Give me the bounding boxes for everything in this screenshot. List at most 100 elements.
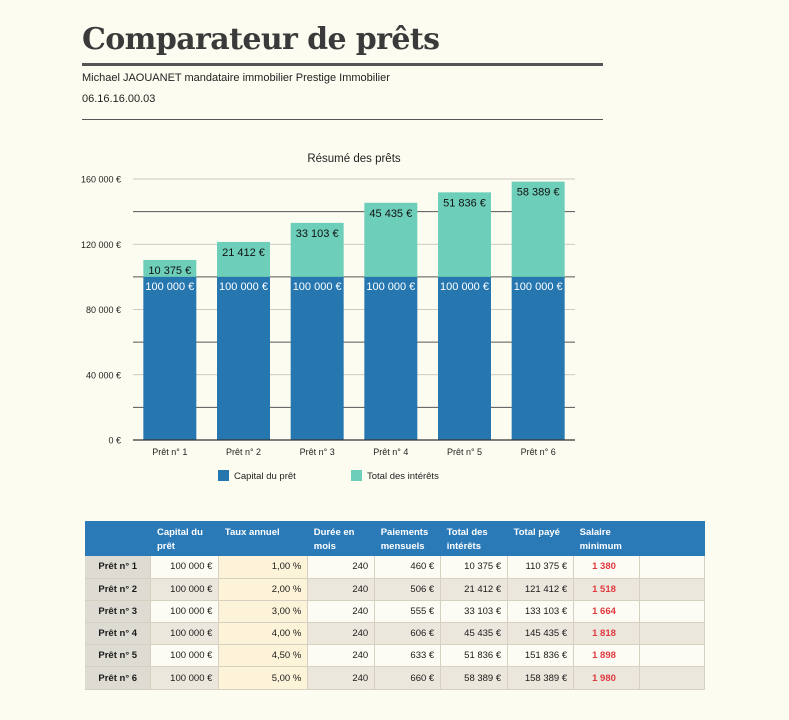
table-row: Prêt n° 3 100 000 €3,00 % 240 555 €33 103 €… [85, 600, 705, 624]
table-header-cell [639, 521, 705, 556]
table-row: Prêt n° 2 100 000 €2,00 % 240 506 €21 412 €… [85, 578, 705, 601]
bar-interest [364, 202, 418, 277]
table-cell: 100 000 € [150, 622, 220, 646]
row-label: Prêt n° 3 [85, 600, 152, 624]
table-cell: 660 € [374, 666, 442, 690]
bar-interest [511, 181, 565, 277]
table-cell: 51 836 € [440, 644, 509, 668]
table-header-cell: Total des intérêts [440, 521, 508, 556]
legend-label-interest: Total des intérêts [367, 471, 439, 482]
table-cell: 100 000 € [150, 666, 220, 690]
table-cell: 506 € [374, 578, 442, 601]
legend-label-capital: Capital du prêt [234, 471, 296, 482]
chart-title: Résumé des prêts [307, 153, 401, 165]
table-header-row: Capital du prêt Taux annuel Durée en moi… [85, 521, 705, 556]
table-cell: 110 375 € [507, 556, 575, 579]
row-label: Prêt n° 2 [85, 578, 152, 601]
data-label-interest: 58 389 € [517, 187, 560, 199]
table-cell: 633 € [374, 644, 442, 668]
legend-swatch-interest [351, 470, 362, 481]
table-row: Prêt n° 6 100 000 €5,00 % 240 660 €58 389 €… [85, 666, 705, 690]
table-header-cell: Capital du prêt [150, 521, 219, 556]
table-cell: 1,00 % [218, 556, 309, 579]
data-label-interest: 33 103 € [296, 228, 339, 240]
x-tick-label: Prêt n° 4 [373, 447, 408, 457]
table-cell-empty [639, 666, 705, 690]
table-cell: 240 [307, 644, 376, 668]
bar-interest [217, 241, 270, 277]
table-cell: 240 [307, 622, 376, 646]
data-label-capital: 100 000 € [219, 281, 268, 293]
table-cell: 555 € [374, 600, 442, 624]
x-tick-label: Prêt n° 2 [226, 447, 261, 457]
table-cell: 100 000 € [150, 644, 220, 668]
table-cell: 240 [307, 666, 376, 690]
row-label: Prêt n° 5 [85, 644, 152, 668]
table-cell: 158 389 € [507, 666, 575, 690]
y-tick-label: 0 € [108, 436, 121, 446]
row-label: Prêt n° 4 [85, 622, 152, 646]
table-cell-empty [639, 556, 705, 579]
y-tick-label: 80 000 € [86, 305, 121, 315]
table-cell: 2,00 % [218, 578, 309, 601]
loan-summary-chart: Résumé des prêts 0 € 40 000 € 80 000 € 120 0… [81, 153, 575, 482]
table-header-cell [85, 521, 151, 556]
table-cell-empty [639, 622, 705, 646]
table-cell-empty [639, 600, 705, 624]
row-label: Prêt n° 1 [85, 556, 152, 579]
table-cell: 4,00 % [218, 622, 309, 646]
table-cell: 100 000 € [150, 556, 220, 579]
table-cell: 21 412 € [440, 578, 509, 601]
data-label-interest: 21 412 € [222, 247, 265, 259]
table-header-cell: Durée en mois [307, 521, 375, 556]
bar-interest [143, 259, 197, 277]
data-label-capital: 100 000 € [366, 281, 415, 293]
table-cell: 145 435 € [507, 622, 575, 646]
bar-interest [438, 192, 491, 277]
y-tick-label: 120 000 € [81, 240, 121, 250]
table-row: Prêt n° 5 100 000 €4,50 % 240 633 €51 836 €… [85, 644, 705, 668]
table-cell: 4,50 % [218, 644, 309, 668]
table-cell: 151 836 € [507, 644, 575, 668]
table-cell: 45 435 € [440, 622, 509, 646]
table-header-cell: Total payé [507, 521, 574, 556]
header-divider [82, 119, 603, 120]
loan-table: Capital du prêt Taux annuel Durée en moi… [85, 521, 705, 690]
y-tick-label: 160 000 € [81, 175, 121, 185]
phone-number: 06.16.16.00.03 [82, 93, 156, 105]
bar-capital [143, 276, 197, 440]
table-cell: 1 980 [573, 666, 641, 690]
x-tick-label: Prêt n° 3 [300, 447, 335, 457]
page-title: Comparateur de prêts [82, 22, 440, 57]
table-cell: 133 103 € [507, 600, 575, 624]
x-tick-label: Prêt n° 5 [447, 447, 482, 457]
data-label-capital: 100 000 € [145, 281, 194, 293]
data-label-interest: 51 836 € [443, 197, 486, 209]
bar-capital [438, 276, 491, 440]
agent-info: Michael JAOUANET mandataire immobilier P… [82, 72, 390, 84]
table-cell: 121 412 € [507, 578, 575, 601]
table-cell: 240 [307, 556, 376, 579]
title-divider [82, 63, 603, 66]
data-label-capital: 100 000 € [514, 281, 563, 293]
table-row: Prêt n° 4 100 000 €4,00 % 240 606 €45 435 €… [85, 622, 705, 646]
table-header-cell: Taux annuel [218, 521, 308, 556]
table-cell: 100 000 € [150, 578, 220, 601]
table-row: Prêt n° 1 100 000 €1,00 % 240 460 €10 375 €… [85, 556, 705, 579]
table-cell: 460 € [374, 556, 442, 579]
x-tick-label: Prêt n° 1 [152, 447, 187, 457]
y-tick-label: 40 000 € [86, 370, 121, 380]
table-cell-empty [639, 578, 705, 601]
table-cell: 1 518 [573, 578, 641, 601]
table-cell-empty [639, 644, 705, 668]
bar-capital [290, 276, 344, 440]
table-header-cell: Salaire minimum [573, 521, 640, 556]
data-label-capital: 100 000 € [440, 281, 489, 293]
data-label-interest: 10 375 € [148, 265, 191, 277]
table-cell: 100 000 € [150, 600, 220, 624]
table-cell: 58 389 € [440, 666, 509, 690]
bar-capital [364, 276, 418, 440]
bar-capital [511, 276, 565, 440]
table-cell: 5,00 % [218, 666, 309, 690]
table-cell: 240 [307, 578, 376, 601]
